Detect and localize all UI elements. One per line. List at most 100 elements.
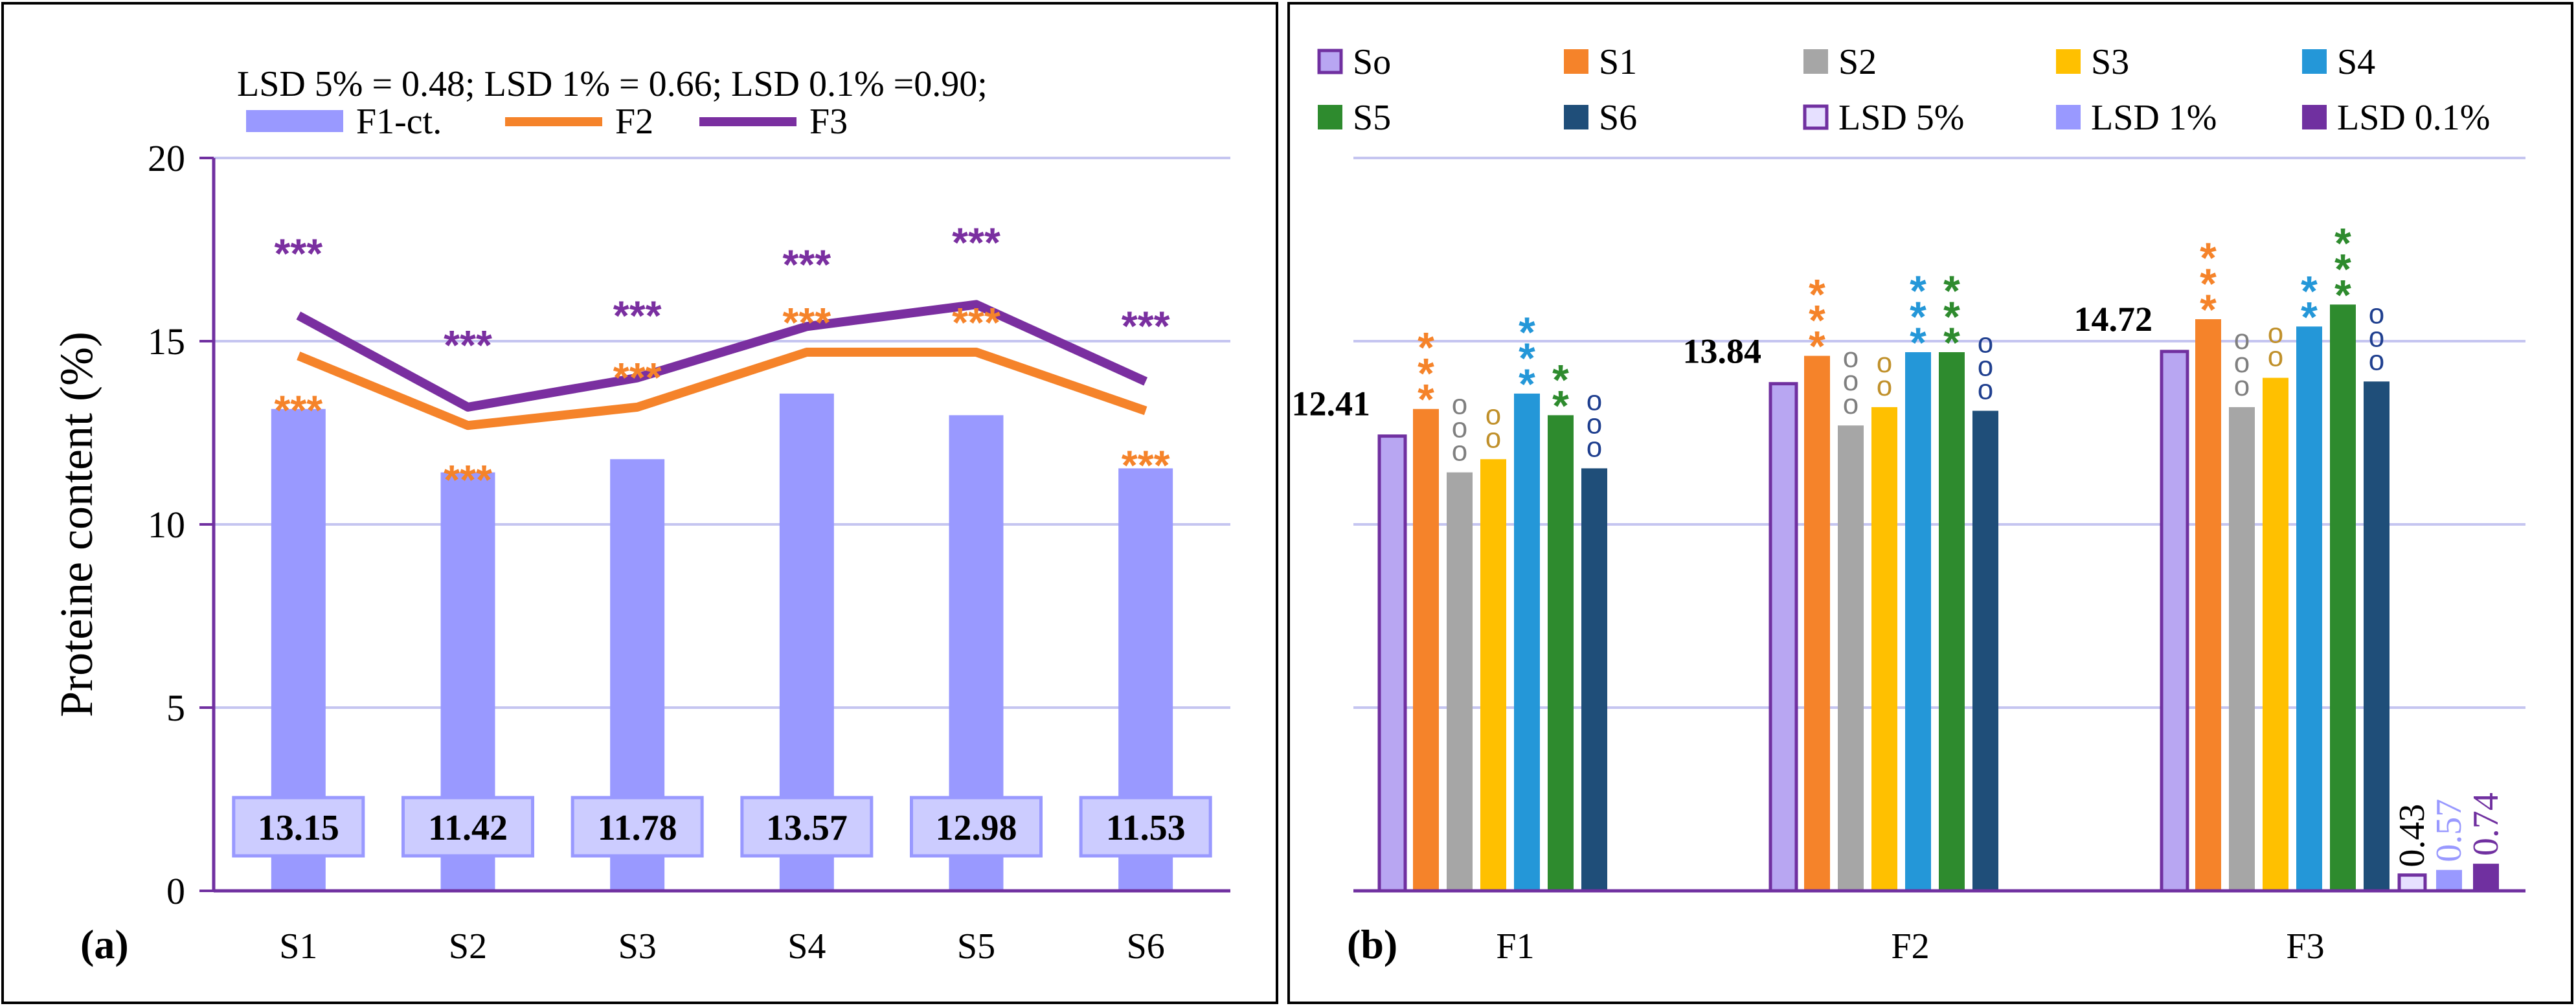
mark-glyph: o <box>2369 321 2384 353</box>
mark-s2-f1: ooo <box>1452 389 1467 467</box>
panel-b-bars <box>1377 304 2499 893</box>
mark-s3-f3: oo <box>2268 318 2283 373</box>
mark-glyph: o <box>1978 328 1993 359</box>
mark-glyph: o <box>1587 385 1602 416</box>
mark-glyph: * <box>2334 245 2351 293</box>
mark-f3-s1: *** <box>274 230 322 276</box>
mark-glyph: * <box>2200 234 2217 282</box>
legend-label-f2: F2 <box>615 102 653 142</box>
value-label-f1-s6: 11.53 <box>1106 808 1186 848</box>
bar-s1-f3 <box>2195 319 2221 891</box>
legend-label-lsd-0-1: LSD 0.1% <box>2337 98 2490 138</box>
mark-f3-s4: *** <box>782 241 831 287</box>
mark-glyph: * <box>2334 219 2351 267</box>
mark-f3-s2: *** <box>444 322 492 368</box>
panel-b-x-tick-f2: F2 <box>1891 926 1929 967</box>
mark-s5-f1: ** <box>1552 355 1569 429</box>
legend-label-s5: S5 <box>1353 98 1391 138</box>
mark-glyph: * <box>2301 267 2318 315</box>
bar-s3-f2 <box>1871 407 1897 891</box>
bar-s6-f1 <box>1581 468 1607 891</box>
legend-swatch-f1 <box>246 110 343 132</box>
mark-s6-f1: ooo <box>1587 385 1602 463</box>
mark-glyph: * <box>1910 267 1926 315</box>
mark-glyph: o <box>1843 388 1859 420</box>
mark-s6-f2: ooo <box>1978 328 1993 406</box>
panel-a-x-tick-s3: S3 <box>618 926 657 967</box>
mark-glyph: o <box>2234 347 2250 379</box>
mark-glyph: o <box>2234 324 2250 355</box>
mark-glyph: * <box>1809 297 1825 344</box>
value-label-lsd-5: 0.43 <box>2392 804 2432 868</box>
mark-s6-f3: ooo <box>2369 298 2384 376</box>
bar-lsd-5 <box>2397 873 2427 893</box>
mark-glyph: * <box>1418 350 1434 398</box>
mark-glyph: o <box>1587 431 1602 463</box>
panel-a-value-labels: 13.15 11.42 11.78 13.57 12.98 11.53 <box>232 796 1212 858</box>
mark-f3-s6: *** <box>1122 302 1170 349</box>
line-f3 <box>296 300 1148 412</box>
mark-glyph: * <box>1519 334 1535 382</box>
panel-a-x-tick-s4: S4 <box>787 926 826 967</box>
mark-glyph: o <box>2369 298 2384 330</box>
value-label-f1-s1: 13.15 <box>258 808 339 848</box>
bar-lsd-0-1 <box>2473 864 2499 891</box>
panel-b-legend: So S1 S2 S3 S4 S5 S6 LSD 5% LSD 1% LSD 0.1% <box>1317 42 2490 138</box>
value-box-s3 <box>571 796 704 858</box>
bar-lsd-1 <box>2436 869 2462 891</box>
mark-glyph: o <box>1978 374 1993 406</box>
legend-swatch-s4 <box>2302 49 2327 74</box>
legend-swatch-s1 <box>1564 49 1588 74</box>
legend-swatch-s5 <box>1318 105 1342 129</box>
mark-glyph: * <box>1809 271 1825 319</box>
mark-glyph: * <box>1943 267 1960 315</box>
mark-glyph: o <box>1486 422 1501 454</box>
value-label-f1-s3: 11.78 <box>598 808 677 848</box>
mark-glyph: * <box>1552 355 1569 403</box>
mark-glyph: o <box>2369 344 2384 376</box>
mark-glyph: * <box>2200 260 2217 308</box>
bar-s3-f1 <box>1480 459 1506 891</box>
mark-s2-f2: ooo <box>1843 342 1859 420</box>
mark-f3-s3: *** <box>613 293 662 339</box>
mark-glyph: * <box>1809 322 1825 370</box>
mark-glyph: o <box>1452 389 1467 421</box>
mark-f2-s4: *** <box>782 299 831 346</box>
mark-f2-s3: *** <box>613 354 662 401</box>
panel-a-x-tick-s5: S5 <box>957 926 995 967</box>
bar-s1-f2 <box>1804 355 1830 891</box>
legend-label-s1: S1 <box>1599 42 1637 82</box>
mark-s3-f2: oo <box>1877 347 1892 402</box>
mark-glyph: * <box>1418 375 1434 423</box>
mark-glyph: o <box>1452 412 1467 444</box>
mark-s5-f3: *** <box>2334 219 2351 319</box>
panel-a-lines <box>296 300 1148 431</box>
panel-a-x-tick-labels: S1 S2 S3 S4 S5 S6 <box>279 926 1164 967</box>
mark-s3-f1: oo <box>1486 399 1501 454</box>
mark-s5-f2: *** <box>1943 267 1960 366</box>
legend-label-s2: S2 <box>1838 42 1877 82</box>
mark-glyph: o <box>1877 347 1892 379</box>
bar-so-f1 <box>1377 434 1407 893</box>
value-box-s1 <box>232 796 365 858</box>
value-label-so-f1: 12.41 <box>1292 385 1371 423</box>
mark-glyph: o <box>2234 370 2250 402</box>
mark-glyph: o <box>2268 318 2283 350</box>
bar-s1-f1 <box>1413 409 1439 891</box>
value-box-s4 <box>740 796 874 858</box>
mark-s1-f1: *** <box>1418 324 1434 423</box>
panel-b-value-labels: 12.41 13.84 14.72 0.430.570.74 <box>1292 300 2507 868</box>
legend-label-s3: S3 <box>2091 42 2129 82</box>
bar-s5-f3 <box>2330 304 2356 891</box>
bar-so-f2 <box>1768 382 1798 893</box>
legend-label-lsd-1: LSD 1% <box>2091 98 2217 138</box>
legend-swatch-s6 <box>1564 105 1588 129</box>
panel-a-y-tick-label: 0 <box>166 870 185 912</box>
mark-glyph: * <box>1519 360 1535 408</box>
bar-s6-f3 <box>2364 381 2390 891</box>
mark-f2-s1: *** <box>274 387 322 434</box>
bar-s4-f2 <box>1905 352 1931 891</box>
value-label-so-f3: 14.72 <box>2074 300 2153 339</box>
bar-so-f3 <box>2160 350 2189 893</box>
mark-s4-f3: ** <box>2301 267 2318 341</box>
